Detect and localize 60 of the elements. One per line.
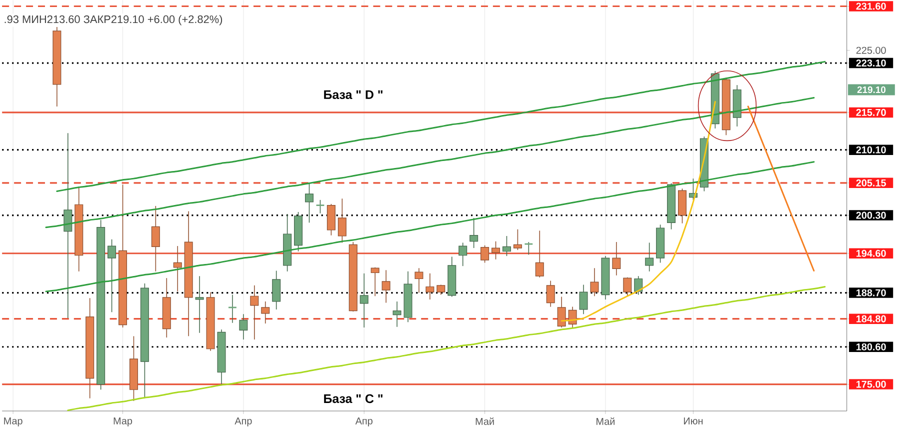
candlestick [151, 205, 160, 272]
y-tick-label: 194.60 [856, 250, 886, 257]
candlestick [492, 240, 500, 260]
y-tick-label: 200.30 [856, 212, 886, 219]
candlestick [392, 300, 402, 328]
candlestick [470, 217, 478, 248]
line-series [45, 161, 815, 292]
y-tick-label: 225.00 [856, 46, 886, 54]
y-tick-label: 215.70 [856, 108, 886, 116]
candlestick [64, 132, 72, 318]
candlestick [557, 296, 566, 328]
candlestick [108, 238, 116, 312]
candlestick [502, 235, 511, 256]
annotation: .93 МИН213.60 ЗАКР219.10 +6.00 (+2.82%) [4, 15, 222, 26]
candlestick [338, 198, 346, 243]
line-series [747, 106, 815, 272]
y-tick-label: 231.60 [856, 2, 886, 10]
x-tick-label: Май [476, 417, 494, 425]
annotation: База " C " [324, 394, 382, 403]
candlestick [239, 314, 248, 340]
candlestick [370, 266, 380, 296]
candlestick [634, 276, 643, 296]
candlestick [360, 272, 368, 328]
candlestick [382, 270, 390, 304]
y-tick-label: 184.80 [856, 315, 886, 322]
candlestick [480, 244, 490, 264]
line-series [67, 286, 826, 411]
x-tick-label: Мар [4, 417, 22, 426]
x-tick-label: Апр [355, 417, 372, 426]
y-tick-label: 205.15 [856, 179, 886, 186]
y-tick-label: 210.10 [856, 146, 886, 154]
candlestick [546, 280, 555, 308]
candlestick [195, 276, 204, 334]
candlestick [250, 284, 259, 340]
candlestick [305, 182, 314, 223]
candlestick [272, 270, 281, 310]
candlestick [316, 199, 325, 214]
y-tick-label: 180.60 [856, 343, 886, 350]
candlestick [513, 228, 522, 250]
candlestick [645, 242, 654, 272]
candlestick [173, 246, 182, 292]
candlestick [579, 284, 588, 314]
candlestick [426, 272, 434, 300]
candlestick [590, 268, 599, 296]
x-tick-label: Мар [114, 417, 132, 426]
y-tick-label: 223.10 [856, 59, 886, 66]
candlestick [458, 242, 468, 266]
candlestick [261, 300, 270, 324]
candlestick [612, 242, 621, 276]
y-tick-label: 175.00 [856, 380, 886, 388]
candlestick [535, 230, 544, 278]
x-tick-label: Июн [684, 417, 703, 424]
x-tick-label: Апр [234, 417, 252, 426]
x-tick-label: Май [596, 417, 615, 425]
line-series [56, 60, 826, 192]
candlestick [414, 268, 424, 294]
y-tick-label: 188.70 [856, 289, 886, 296]
annotation: База " D " [324, 90, 382, 99]
candlestick [623, 276, 632, 296]
text: 219.10 [857, 86, 886, 93]
